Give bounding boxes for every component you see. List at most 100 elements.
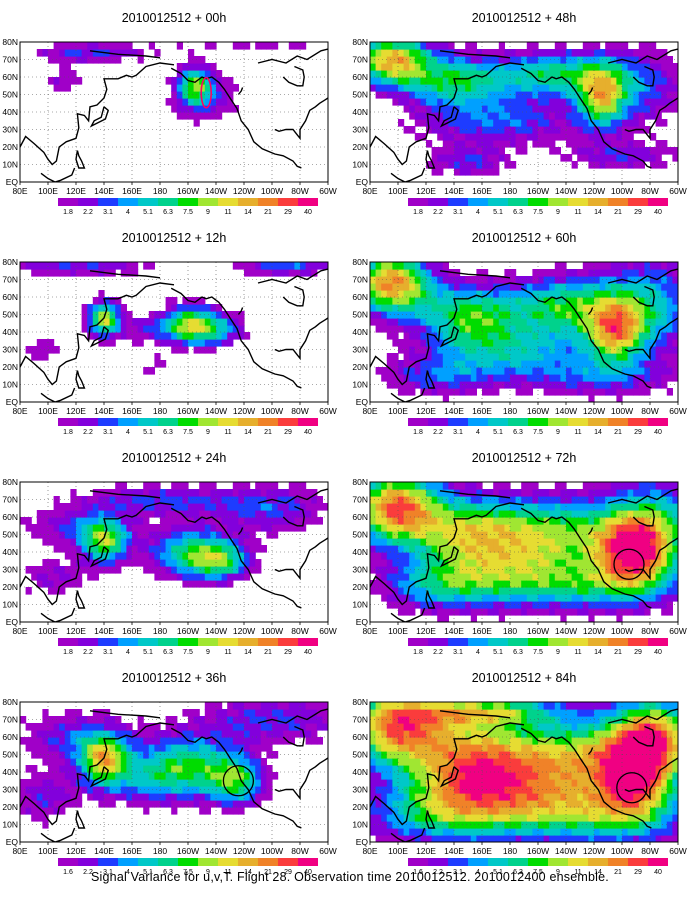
y-tick-label: 70N bbox=[2, 275, 18, 285]
y-tick-label: 10N bbox=[352, 380, 368, 390]
colorbar-label: 1.8 bbox=[63, 429, 73, 436]
colorbar-label: 21 bbox=[264, 869, 272, 876]
x-tick-label: 80E bbox=[12, 406, 27, 416]
colorbar-label: 21 bbox=[614, 429, 622, 436]
y-tick-label: 70N bbox=[2, 715, 18, 725]
colorbar-label: 6.3 bbox=[163, 429, 173, 436]
x-tick-label: 80W bbox=[641, 846, 658, 856]
x-tick-label: 60W bbox=[669, 626, 686, 636]
colorbar-swatch bbox=[218, 858, 238, 866]
colorbar-swatch bbox=[448, 638, 468, 646]
x-tick-label: 100E bbox=[38, 406, 58, 416]
y-tick-label: EQ bbox=[6, 837, 19, 847]
colorbar-label: 1.8 bbox=[63, 209, 73, 216]
colorbar-label: 9 bbox=[556, 869, 560, 876]
y-tick-label: 40N bbox=[2, 547, 18, 557]
x-tick-label: 60W bbox=[319, 406, 336, 416]
colorbar-label: 14 bbox=[244, 649, 252, 656]
x-tick-label: 80W bbox=[291, 186, 308, 196]
x-tick-label: 60W bbox=[319, 186, 336, 196]
colorbar-swatch bbox=[198, 418, 218, 426]
colorbar-label: 7.5 bbox=[533, 869, 543, 876]
colorbar-label: 29 bbox=[634, 649, 642, 656]
x-tick-label: 60W bbox=[669, 846, 686, 856]
colorbar-label: 3.1 bbox=[453, 209, 463, 216]
x-tick-label: 100E bbox=[388, 406, 408, 416]
colorbar-swatch bbox=[468, 418, 488, 426]
colorbar-label: 7.5 bbox=[183, 869, 193, 876]
map-panel-12h: 2010012512 + 12h 80E 100E 120E 140E 160E 180 16… bbox=[2, 231, 336, 436]
colorbar-swatch bbox=[198, 638, 218, 646]
panel-title: 2010012512 + 48h bbox=[472, 11, 577, 25]
colorbar-swatch bbox=[468, 638, 488, 646]
x-tick-label: 140W bbox=[205, 406, 227, 416]
x-tick-label: 160W bbox=[527, 186, 549, 196]
colorbar-swatch bbox=[218, 198, 238, 206]
figure-caption: Signal Variance for u,v,T. Flight 28. Ob… bbox=[91, 870, 609, 884]
x-tick-label: 180 bbox=[153, 406, 167, 416]
x-tick-label: 100W bbox=[261, 186, 283, 196]
colorbar-label: 1.8 bbox=[413, 649, 423, 656]
panel-title: 2010012512 + 00h bbox=[122, 11, 227, 25]
y-tick-label: 40N bbox=[2, 107, 18, 117]
colorbar-swatch bbox=[298, 638, 318, 646]
x-tick-label: 160W bbox=[177, 186, 199, 196]
x-tick-label: 180 bbox=[503, 626, 517, 636]
colorbar-swatch bbox=[548, 638, 568, 646]
y-tick-label: 20N bbox=[2, 582, 18, 592]
colorbar-label: 6.3 bbox=[513, 649, 523, 656]
colorbar-swatch bbox=[568, 858, 588, 866]
colorbar-swatch bbox=[508, 638, 528, 646]
colorbar-label: 11 bbox=[574, 209, 581, 216]
colorbar-swatch bbox=[238, 858, 258, 866]
colorbar-swatch bbox=[278, 418, 298, 426]
colorbar-swatch bbox=[298, 198, 318, 206]
colorbar-label: 40 bbox=[654, 649, 662, 656]
colorbar-swatch bbox=[278, 638, 298, 646]
colorbar-label: 1.8 bbox=[413, 429, 423, 436]
colorbar-swatch bbox=[408, 638, 428, 646]
x-tick-label: 100W bbox=[611, 846, 633, 856]
colorbar-label: 7.5 bbox=[533, 429, 543, 436]
colorbar-label: 40 bbox=[304, 649, 312, 656]
x-tick-label: 100E bbox=[388, 186, 408, 196]
colorbar-swatch bbox=[158, 418, 178, 426]
colorbar-label: 4 bbox=[126, 209, 130, 216]
x-tick-label: 100E bbox=[388, 626, 408, 636]
variance-field bbox=[370, 482, 678, 622]
colorbar-label: 11 bbox=[574, 429, 581, 436]
x-tick-label: 120E bbox=[416, 846, 436, 856]
colorbar-swatch bbox=[258, 418, 278, 426]
y-tick-label: EQ bbox=[6, 177, 19, 187]
colorbar-swatch bbox=[198, 858, 218, 866]
variance-field bbox=[20, 42, 328, 182]
colorbar-swatch bbox=[158, 638, 178, 646]
colorbar-label: 6.3 bbox=[163, 649, 173, 656]
colorbar-swatch bbox=[78, 858, 98, 866]
variance-field bbox=[370, 262, 678, 402]
observation-contour bbox=[616, 772, 648, 804]
colorbar-label: 9 bbox=[556, 209, 560, 216]
y-tick-label: 40N bbox=[352, 107, 368, 117]
map-panel-72h: 2010012512 + 72h 80E 100E 120E 140E 160E 180 16… bbox=[352, 451, 686, 656]
colorbar-label: 2.2 bbox=[83, 649, 93, 656]
colorbar-label: 3.1 bbox=[103, 209, 113, 216]
colorbar-swatch bbox=[78, 198, 98, 206]
colorbar-label: 14 bbox=[244, 209, 252, 216]
variance-field bbox=[20, 262, 328, 402]
panel-title: 2010012512 + 24h bbox=[122, 451, 227, 465]
colorbar-swatch bbox=[448, 858, 468, 866]
x-tick-label: 120E bbox=[416, 626, 436, 636]
x-tick-label: 80E bbox=[12, 626, 27, 636]
colorbar-label: 5.1 bbox=[493, 869, 503, 876]
colorbar: 1.8 2.2 3.1 4 5.1 6.3 7.5 9 11 14 21 29 40 bbox=[408, 198, 668, 216]
colorbar-label: 40 bbox=[304, 869, 312, 876]
colorbar-swatch bbox=[278, 198, 298, 206]
x-tick-label: 80E bbox=[12, 186, 27, 196]
colorbar-swatch bbox=[528, 638, 548, 646]
colorbar-swatch bbox=[78, 418, 98, 426]
colorbar-label: 3.1 bbox=[453, 649, 463, 656]
colorbar-label: 9 bbox=[206, 429, 210, 436]
x-tick-label: 180 bbox=[503, 406, 517, 416]
y-tick-label: 20N bbox=[352, 582, 368, 592]
